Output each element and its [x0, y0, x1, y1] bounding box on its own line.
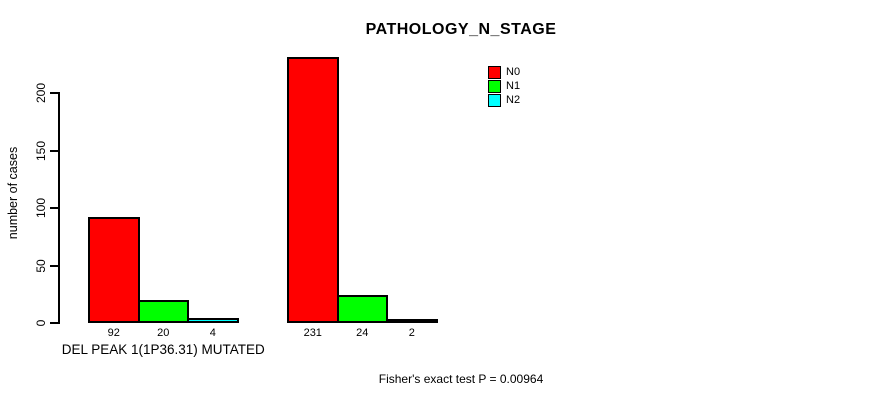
y-tick-label: 200 — [34, 82, 48, 104]
y-tick-label: 100 — [34, 197, 48, 219]
annotation-text: Fisher's exact test P = 0.00964 — [378, 372, 544, 386]
y-tick-label: 0 — [34, 319, 48, 327]
y-tick — [50, 150, 58, 152]
bar-value-label: 4 — [209, 327, 216, 339]
legend-item-n1: N1 — [488, 79, 520, 93]
bar-value-label: 24 — [356, 327, 369, 339]
bar-n2-group1 — [187, 318, 239, 323]
bar-value-label: 20 — [157, 327, 170, 339]
y-tick — [50, 92, 58, 94]
bar-n2-group2 — [386, 319, 438, 323]
legend-swatch-n0 — [488, 65, 501, 79]
legend-label: N2 — [506, 94, 521, 106]
y-axis-label: number of cases — [6, 146, 20, 240]
y-tick — [50, 322, 58, 324]
bar-n0-group1 — [88, 217, 140, 323]
y-tick — [50, 265, 58, 267]
y-tick — [50, 207, 58, 209]
bar-value-label: 231 — [303, 327, 322, 339]
legend-item-n0: N0 — [488, 65, 520, 79]
legend-label: N0 — [506, 66, 521, 78]
legend-item-n2: N2 — [488, 93, 520, 107]
y-axis-line — [58, 92, 60, 324]
legend-swatch-n1 — [488, 79, 501, 93]
bar-value-label: 2 — [408, 327, 415, 339]
y-tick-label: 50 — [34, 259, 48, 273]
bar-value-label: 92 — [107, 327, 120, 339]
legend: N0 N1 N2 — [488, 65, 520, 107]
x-group-label: DEL PEAK 1(1P36.31) MUTATED — [61, 342, 265, 357]
legend-label: N1 — [506, 80, 521, 92]
bar-n0-group2 — [287, 57, 339, 323]
legend-swatch-n2 — [488, 93, 501, 107]
bar-n1-group2 — [336, 295, 388, 323]
bar-n1-group1 — [137, 300, 189, 323]
y-tick-label: 150 — [34, 140, 48, 162]
chart-title: PATHOLOGY_N_STAGE — [365, 21, 557, 38]
